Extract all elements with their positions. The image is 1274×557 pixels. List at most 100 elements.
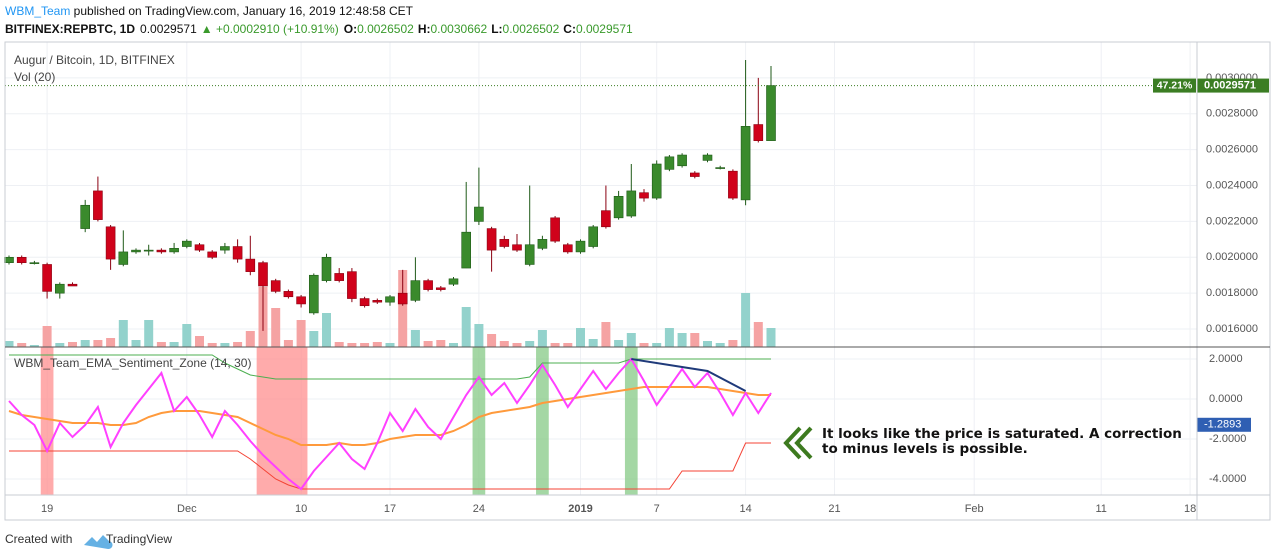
price-box (1197, 78, 1269, 93)
volume-bar (626, 333, 636, 347)
plot-layer: 19 Dec 10 17 24 2019 7 14 21 Feb 11 18 0.0016000 0.00… (4, 42, 1269, 515)
candle-body (588, 226, 599, 247)
candle-body (194, 244, 205, 251)
volume-bar (563, 343, 573, 347)
volume-bar (639, 343, 649, 347)
volume-bar (461, 307, 471, 347)
candle-body (283, 291, 294, 298)
volume-bar (385, 343, 395, 347)
candle-body (435, 287, 446, 290)
y2-tick-label: -4.0000 (1209, 473, 1246, 485)
candle-body (67, 283, 78, 287)
volume-bar (537, 330, 547, 347)
candle-body (334, 273, 345, 281)
candle-body (512, 244, 522, 251)
volume-bar (550, 343, 560, 347)
volume-bar (309, 331, 319, 347)
annotation-line: It looks like the price is saturated. A … (822, 426, 1182, 442)
annotation-line: to minus levels is possible. (822, 441, 1028, 457)
x-tick-label: 21 (828, 503, 840, 515)
volume-bar (588, 339, 598, 347)
ohlc-label: H: (418, 22, 431, 36)
candle-body (499, 239, 510, 247)
candle-body (220, 246, 230, 251)
published: published on TradingView.com, January 16… (70, 4, 413, 18)
x-tick-label: 17 (384, 503, 396, 515)
footer-text: Created with (5, 532, 72, 546)
volume-bar (42, 326, 52, 347)
indicator-line (8, 357, 772, 491)
volume-bar (347, 343, 357, 347)
volume-bar (753, 322, 763, 347)
y-tick-label: 0.0020000 (1206, 251, 1258, 263)
indicator-line (9, 354, 771, 380)
last: 0.0029571 (140, 22, 197, 36)
x-tick-label: 19 (41, 503, 53, 515)
sentiment-zone (624, 347, 638, 495)
candle-body (118, 251, 129, 265)
candle-body (93, 190, 103, 220)
ohlc-value: 0.0026502 (357, 22, 414, 36)
x-tick-label: 10 (295, 503, 307, 515)
volume-bar (766, 328, 776, 347)
candle-body (143, 249, 154, 252)
volume-bar (169, 342, 179, 347)
ohlc-value: 0.0030662 (430, 22, 487, 36)
volume-bar (372, 342, 382, 347)
volume-bar (499, 341, 509, 347)
candle-body (296, 296, 306, 305)
volume-bar (576, 328, 585, 347)
footer-brand[interactable]: TradingView (106, 532, 172, 546)
header-line-2: BITFINEX:REPBTC, 1D 0.0029571 ▲ +0.0002910… (5, 22, 633, 36)
candle-body (753, 124, 764, 141)
x-tick-label: Feb (965, 503, 984, 515)
sentiment-zone (472, 347, 486, 495)
candle-body (562, 244, 573, 253)
volume-bar (220, 343, 230, 347)
ohlc-value: 0.0026502 (503, 22, 560, 36)
volume-bar (703, 341, 712, 347)
candle-body (131, 249, 141, 253)
volume-bar (118, 320, 128, 347)
x-tick-label: 24 (473, 503, 485, 515)
indicator-line (8, 386, 771, 446)
candle-body (397, 292, 408, 305)
volume-bar (283, 340, 293, 347)
x-tick-label: Dec (177, 503, 197, 515)
price-label: 0.0029571 (1204, 79, 1256, 91)
volume-label: Vol (20) (14, 70, 55, 84)
volume-bar (296, 320, 306, 347)
volume-bar (271, 308, 281, 347)
volume-bar (423, 341, 433, 347)
candle-body (702, 154, 713, 161)
candle-body (626, 190, 637, 217)
ohlc-label: O: (344, 22, 357, 36)
indicator-value-label: -1.2893 (1204, 419, 1241, 431)
volume-bar (106, 338, 116, 347)
volume-bar (360, 343, 370, 347)
volume-bar (728, 340, 738, 347)
y-tick-label: 0.0018000 (1206, 287, 1258, 299)
candle-body (207, 251, 217, 258)
candle-body (372, 300, 383, 303)
indicator-label: WBM_Team_EMA_Sentiment_Zone (14, 30) (14, 356, 251, 370)
volume-bar (741, 293, 751, 347)
candle-body (16, 256, 27, 263)
ohlc-value: 0.0029571 (576, 22, 633, 36)
x-tick-label: 14 (739, 503, 751, 515)
candle-body (524, 244, 535, 265)
author[interactable]: WBM_Team (5, 4, 70, 18)
volume-bar (410, 330, 420, 347)
candle-body (766, 85, 776, 141)
candle-body (537, 239, 548, 249)
candle-body (321, 256, 332, 281)
candle-body (4, 256, 14, 263)
volume-bar (652, 343, 662, 347)
candle-body (664, 156, 675, 170)
volume-bar (245, 331, 255, 347)
candle-body (410, 280, 421, 301)
volume-bar (182, 324, 192, 347)
volume-bar (207, 343, 217, 347)
